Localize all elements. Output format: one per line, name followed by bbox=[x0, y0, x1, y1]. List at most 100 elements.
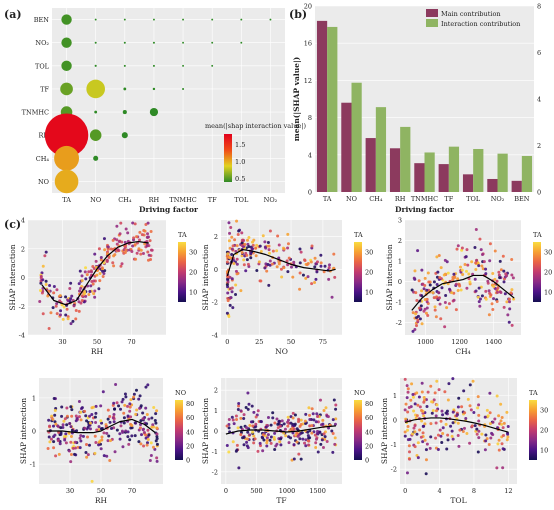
scatter-point bbox=[112, 401, 116, 405]
scatter-point bbox=[468, 404, 472, 408]
scatter-point bbox=[255, 243, 259, 247]
scatter-point bbox=[246, 262, 250, 266]
scatter-point bbox=[406, 390, 410, 394]
scatter-point bbox=[126, 430, 130, 434]
scatter-point bbox=[320, 438, 324, 442]
scatter-point bbox=[270, 262, 274, 266]
scatter-point bbox=[115, 428, 119, 432]
scatter-point bbox=[139, 248, 143, 252]
colorbar-tick: 10 bbox=[189, 289, 197, 297]
scatter-point bbox=[444, 422, 448, 426]
scatter-point bbox=[298, 247, 302, 251]
scatter-point bbox=[150, 425, 154, 429]
scatter-point bbox=[430, 411, 434, 415]
scatter-point bbox=[51, 417, 55, 421]
scatter-point bbox=[99, 447, 103, 451]
scatter-point bbox=[286, 242, 290, 246]
scatter-point bbox=[230, 253, 234, 257]
bubble bbox=[182, 41, 184, 44]
scatter-point bbox=[43, 254, 47, 258]
scatter-point bbox=[403, 377, 407, 381]
scatter-point bbox=[227, 221, 231, 225]
scatter-point bbox=[445, 306, 449, 310]
scatter-point bbox=[69, 281, 73, 285]
scatter-point bbox=[78, 289, 82, 293]
scatter-point bbox=[98, 279, 102, 283]
scatter-point bbox=[126, 414, 130, 418]
scatter-point bbox=[277, 262, 281, 266]
scatter-point bbox=[115, 224, 119, 228]
scatter-point bbox=[456, 421, 460, 425]
bubble bbox=[152, 64, 155, 67]
scatter-point bbox=[108, 420, 112, 424]
scatter-point bbox=[510, 323, 514, 327]
scatter-point bbox=[418, 405, 422, 409]
scatter-point bbox=[459, 288, 463, 292]
y-tick-label: -2 bbox=[212, 299, 218, 307]
scatter-point bbox=[117, 404, 121, 408]
scatter-point bbox=[407, 444, 411, 448]
scatter-point bbox=[155, 426, 159, 430]
scatter-point bbox=[272, 435, 276, 439]
scatter-point bbox=[500, 442, 504, 446]
scatter-point bbox=[492, 297, 496, 301]
colorbar-tick: 30 bbox=[365, 249, 373, 257]
scatter-point bbox=[234, 269, 238, 273]
scatter-point bbox=[141, 252, 145, 255]
scatter-point bbox=[105, 431, 109, 435]
colorbar bbox=[175, 400, 183, 460]
scatter-point bbox=[312, 418, 316, 422]
x-tick-label: 4 bbox=[438, 487, 442, 495]
scatter-point bbox=[475, 432, 479, 436]
scatter-point bbox=[71, 446, 75, 450]
scatter-point bbox=[120, 429, 124, 433]
scatter-point bbox=[155, 442, 159, 446]
x-axis-title: RH bbox=[91, 347, 104, 356]
scatter-point bbox=[94, 259, 98, 263]
scatter-point bbox=[247, 402, 251, 406]
scatter-point bbox=[507, 320, 511, 324]
scatter-point bbox=[226, 299, 230, 303]
scatter-point bbox=[423, 276, 427, 280]
scatter-point bbox=[124, 429, 128, 433]
y-tick-label: 0 bbox=[393, 416, 397, 424]
scatter-point bbox=[77, 309, 81, 313]
scatter-point bbox=[510, 257, 514, 261]
scatter-point bbox=[90, 406, 94, 410]
scatter-point bbox=[411, 393, 415, 397]
panel-label: (c) bbox=[4, 218, 21, 231]
y-tick-label: 1 bbox=[398, 258, 402, 266]
scatter-point bbox=[488, 242, 492, 246]
y-tick-label: 12 bbox=[304, 77, 312, 85]
scatter-point bbox=[52, 397, 56, 401]
bar bbox=[438, 164, 449, 192]
scatter-point bbox=[246, 242, 250, 246]
scatter-point bbox=[128, 402, 132, 406]
scatter-point bbox=[64, 313, 68, 317]
scatter-point bbox=[439, 419, 443, 423]
scatter-point bbox=[305, 263, 309, 267]
scatter-point bbox=[493, 417, 497, 421]
scatter-point bbox=[406, 424, 410, 428]
scatter-point bbox=[69, 425, 73, 429]
scatter-point bbox=[84, 451, 88, 455]
scatter-point bbox=[446, 433, 450, 437]
scatter-point bbox=[334, 417, 338, 421]
scatter-point bbox=[428, 446, 432, 450]
scatter-point bbox=[54, 454, 58, 458]
scatter-point bbox=[258, 441, 262, 445]
scatter-point bbox=[247, 235, 251, 239]
scatter-point bbox=[506, 313, 510, 317]
scatter-point bbox=[456, 277, 460, 281]
x-axis-title: Driving factor bbox=[395, 205, 455, 214]
scatter-point bbox=[236, 426, 240, 430]
scatter-point bbox=[120, 240, 124, 244]
x-tick-label: NO bbox=[346, 195, 357, 203]
scatter-point bbox=[267, 248, 271, 252]
scatter-point bbox=[480, 294, 484, 298]
scatter-point bbox=[333, 442, 337, 446]
scatter-point bbox=[249, 420, 253, 424]
scatter-point bbox=[306, 275, 310, 279]
scatter-point bbox=[245, 444, 249, 448]
scatter-point bbox=[322, 408, 326, 412]
